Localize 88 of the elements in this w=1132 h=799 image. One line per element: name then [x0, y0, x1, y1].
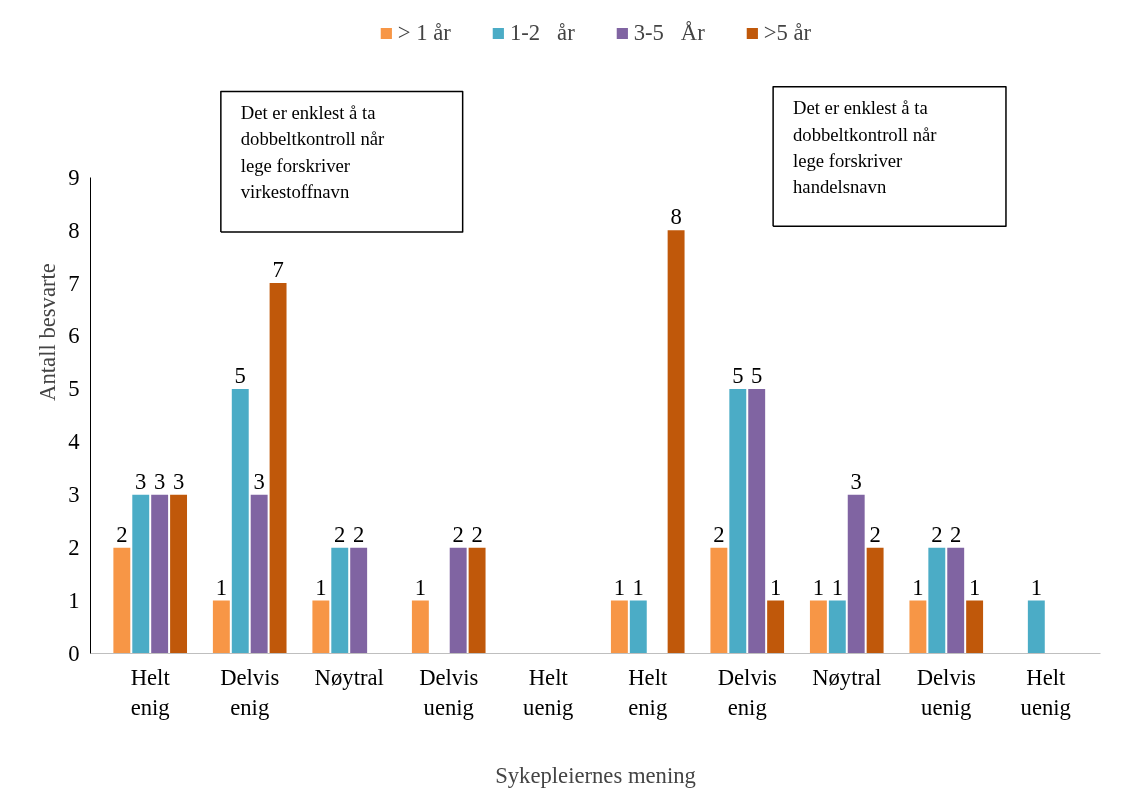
data-label: 2: [116, 521, 128, 547]
annotation: Det er enklest å ta dobbeltkontroll når lege forskriver virkestoffnavn: [240, 102, 386, 202]
x-tick-label: Helt uenig: [523, 664, 574, 720]
bar: [411, 600, 429, 654]
y-tick-label: 1: [68, 588, 80, 614]
data-label: 8: [670, 204, 682, 230]
data-label: 2: [950, 521, 962, 547]
legend-label: >5 år: [763, 20, 812, 46]
data-label: 2: [334, 521, 346, 547]
bar: [966, 600, 984, 654]
y-tick-label: 7: [68, 270, 80, 296]
x-tick-label: Delvis enig: [717, 664, 777, 720]
data-label: 1: [1030, 574, 1042, 600]
x-tick-label: Delvis enig: [220, 664, 280, 720]
data-label: 5: [234, 362, 246, 388]
y-tick-label: 9: [68, 164, 80, 190]
bar: [667, 230, 685, 654]
y-tick-label: 4: [68, 429, 80, 455]
bar: [729, 388, 747, 654]
data-label: 2: [452, 521, 464, 547]
y-tick-label: 8: [68, 217, 80, 243]
x-tick-label: Helt enig: [130, 664, 171, 720]
data-label: 2: [869, 521, 881, 547]
x-tick-label: Nøytral: [812, 664, 882, 690]
data-label: 3: [253, 468, 265, 494]
data-label: 3: [850, 468, 862, 494]
y-tick-label: 6: [68, 323, 80, 349]
legend-label: 3-5 År: [633, 20, 705, 46]
data-label: 1: [812, 574, 825, 600]
bar: [748, 388, 766, 654]
bar: [269, 283, 287, 654]
data-label: 3: [135, 468, 147, 494]
bar: [847, 494, 865, 654]
data-label: 5: [732, 362, 744, 388]
bar: [250, 494, 268, 654]
bar: [468, 547, 486, 654]
data-label: 3: [172, 468, 185, 494]
data-label: 1: [968, 574, 981, 600]
bar: [928, 547, 946, 654]
y-tick-label: 5: [68, 376, 80, 402]
bar: [767, 600, 785, 654]
data-label: 7: [272, 257, 284, 283]
bar: [113, 547, 131, 654]
bar: [331, 547, 349, 654]
y-axis-title: Antall besvarte: [35, 263, 61, 401]
bar: [610, 600, 628, 654]
bar: [132, 494, 150, 654]
data-label: 1: [769, 574, 782, 600]
bar: [909, 600, 927, 654]
bar: [312, 600, 330, 654]
data-label: 1: [613, 574, 626, 600]
data-label: 2: [353, 521, 365, 547]
bar: [809, 600, 827, 654]
bar: [947, 547, 965, 654]
bar: [151, 494, 169, 654]
y-tick-label: 3: [68, 482, 80, 508]
data-label: 1: [414, 574, 427, 600]
bar: [629, 600, 647, 654]
data-label: 2: [931, 521, 943, 547]
x-axis-title: Sykepleiernes mening: [495, 762, 696, 788]
x-tick-label: Nøytral: [314, 664, 384, 690]
bar: [231, 388, 249, 654]
bar: [828, 600, 846, 654]
data-label: 1: [632, 574, 644, 600]
data-label: 3: [153, 468, 166, 494]
x-tick-label: Delvis uenig: [916, 664, 976, 720]
legend-label: 1-2 år: [509, 20, 575, 46]
x-tick-label: Helt uenig: [1020, 664, 1071, 720]
bar: [1027, 600, 1045, 654]
y-tick-label: 2: [68, 535, 80, 561]
data-label: 1: [831, 574, 843, 600]
x-tick-label: Helt enig: [628, 664, 668, 720]
bar: [212, 600, 230, 654]
bar: [350, 547, 368, 654]
data-label: 2: [471, 521, 483, 547]
data-label: 1: [315, 574, 327, 600]
bar: [710, 547, 728, 654]
bar: [449, 547, 467, 654]
data-label: 2: [713, 521, 725, 547]
y-tick-label: 0: [68, 641, 80, 666]
bar: [866, 547, 884, 654]
data-label: 1: [912, 574, 924, 600]
annotation: Det er enklest å ta dobbeltkontroll når lege forskriver handelsnavn: [793, 97, 938, 198]
legend-label: > 1 år: [397, 20, 451, 46]
data-label: 1: [215, 574, 228, 600]
x-tick-label: Delvis uenig: [419, 664, 479, 720]
bar: [170, 494, 188, 654]
data-label: 5: [751, 362, 763, 388]
